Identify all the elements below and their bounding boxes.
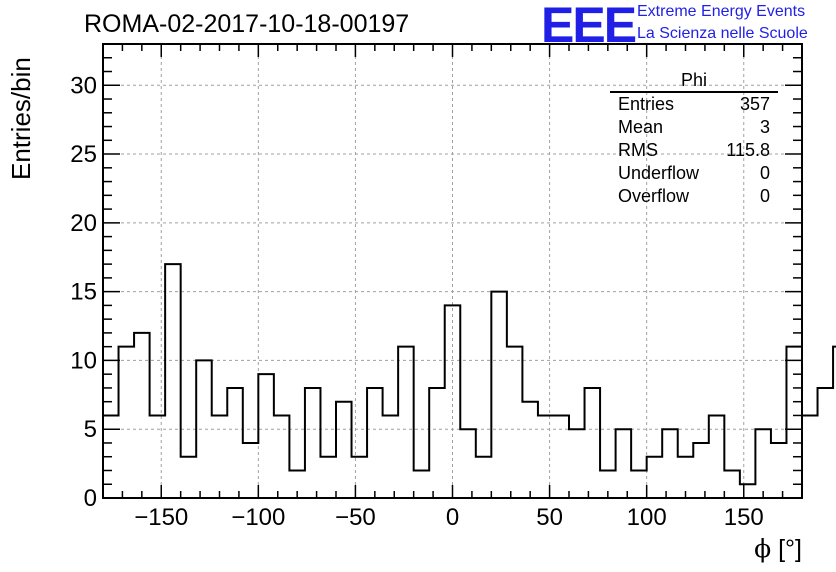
y-tick-label: 0 [84,485,97,512]
y-tick-label: 25 [70,141,97,168]
tick-labels: −150 −100 −50 0 50 100 150 0 5 10 15 20 25 30 [70,72,763,531]
x-axis-label: ϕ [°] [754,534,802,564]
x-tick-label: −100 [231,504,285,531]
y-tick-label: 30 [70,72,97,99]
x-axis-symbol: ϕ [754,534,772,563]
stats-row: Mean 3 [610,116,778,139]
grid-lines [103,44,802,498]
y-tick-label: 15 [70,279,97,306]
stats-row: Entries 357 [610,93,778,116]
stats-value: 0 [759,163,770,183]
x-tick-label: 50 [536,504,563,531]
stats-box: Phi Entries 357 Mean 3 RMS 115.8 Underfl… [610,70,778,208]
tick-marks [102,43,803,499]
stats-label: Overflow [618,186,690,206]
stats-label: Entries [618,94,675,114]
stats-value: 357 [739,94,770,114]
x-tick-label: 0 [446,504,459,531]
histogram [103,263,836,486]
x-tick-label: −150 [134,504,188,531]
x-tick-label: −50 [335,504,376,531]
stats-row: RMS 115.8 [610,139,778,162]
stats-value: 3 [759,117,770,137]
stats-label: Mean [618,117,664,137]
y-tick-label: 5 [84,416,97,443]
stats-label: Underflow [618,163,700,183]
stats-value: 0 [759,186,770,206]
stats-label: RMS [618,140,658,160]
eee-logo: EEE [541,0,637,53]
stats-box-title: Phi [610,70,778,93]
x-axis-unit: [°] [778,535,802,563]
plot-title: ROMA-02-2017-10-18-00197 [84,10,410,38]
histogram-line [103,263,836,486]
x-tick-label: 150 [724,504,764,531]
logo-line-2: La Scienza nelle Scuole [637,25,808,42]
y-tick-label: 20 [70,210,97,237]
y-axis-label: Entries/bin [6,57,36,180]
stats-row: Underflow 0 [610,162,778,185]
stats-row: Overflow 0 [610,185,778,208]
logo-line-1: Extreme Energy Events [637,3,806,20]
stats-value: 115.8 [726,140,770,160]
y-tick-label: 10 [70,347,97,374]
x-tick-label: 100 [627,504,667,531]
